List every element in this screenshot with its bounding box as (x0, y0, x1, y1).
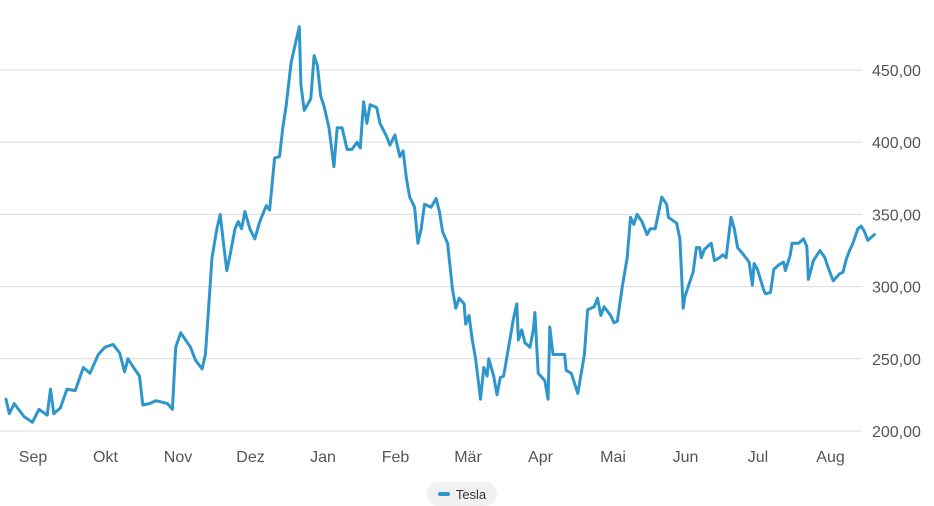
x-tick-label: Okt (93, 449, 118, 466)
x-tick-label: Mai (600, 449, 626, 466)
series-lines (4, 25, 876, 424)
y-tick-label: 450,00 (872, 63, 921, 80)
legend-label-tesla: Tesla (455, 486, 487, 502)
grid-lines (0, 69, 862, 432)
x-axis-ticks: Sep Okt Nov Dez Jan Feb Mär Apr Mai Jun Jul Aug (19, 449, 845, 466)
x-tick-label: Jul (748, 449, 768, 466)
x-tick-label: Feb (382, 449, 410, 466)
y-tick-label: 400,00 (872, 135, 921, 152)
legend-swatch-tesla (437, 492, 450, 496)
x-tick-label: Nov (164, 449, 192, 466)
x-tick-label: Aug (816, 449, 844, 466)
y-tick-label: 250,00 (872, 352, 921, 369)
x-tick-label: Jan (310, 449, 336, 466)
y-tick-label: 350,00 (872, 207, 921, 224)
x-tick-label: Mär (454, 449, 482, 466)
x-tick-label: Dez (236, 449, 264, 466)
x-tick-label: Sep (19, 449, 48, 466)
series-line-tesla (4, 25, 876, 424)
x-tick-label: Jun (673, 449, 699, 466)
y-tick-label: 300,00 (872, 280, 921, 297)
x-tick-label: Apr (528, 449, 554, 466)
y-axis-ticks: 200,00 250,00 300,00 350,00 400,00 450,00 (872, 63, 921, 441)
line-chart: 200,00 250,00 300,00 350,00 400,00 450,00 Sep… (0, 25, 921, 466)
legend-item-tesla[interactable]: Tesla (427, 482, 497, 506)
y-tick-label: 200,00 (872, 424, 921, 441)
